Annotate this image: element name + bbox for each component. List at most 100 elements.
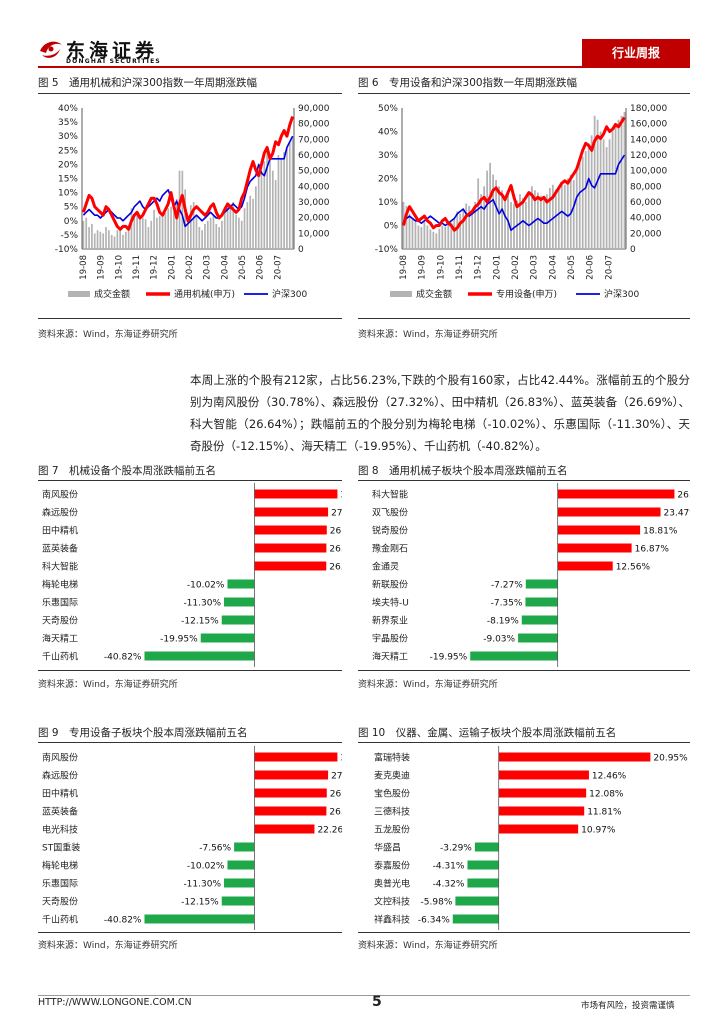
fig5-volume-bar [170, 206, 172, 249]
fig9-value-label: -40.82% [104, 916, 142, 926]
fig10-value-label: 12.08% [589, 790, 624, 800]
fig5-volume-bar [254, 186, 257, 249]
fig6-volume-bar [572, 180, 575, 249]
fig5-volume-bar [105, 227, 107, 249]
fig5-xtick: 19-09 [97, 255, 107, 280]
fig6-xtick: 20-02 [511, 255, 521, 280]
fig9-bar [254, 824, 315, 834]
fig10-value-label: -4.32% [433, 880, 465, 890]
fig10-category-label: 奥普光电 [374, 878, 410, 890]
fig5-volume-bar [82, 220, 85, 249]
fig6-volume-bar [423, 221, 426, 249]
fig5-xtick: 20-01 [167, 255, 177, 280]
fig6-xtick: 20-05 [567, 255, 577, 280]
fig7-category-label: 梅轮电梯 [42, 579, 78, 591]
fig5-ytick-right: 30,000 [298, 198, 330, 208]
fig6-volume-bar [590, 135, 593, 249]
fig5-volume-bar [147, 227, 150, 249]
fig5-volume-bar [153, 209, 155, 249]
fig8-title: 图 8 通用机械子板块个股本周涨跌幅前五名 [358, 465, 568, 477]
fig9-bottom-rule [38, 932, 342, 933]
fig5-ytick-left: 20% [58, 160, 78, 170]
fig9-category-label: 天奇股份 [42, 896, 78, 908]
fig6-chart: -10% 0% 10% 20% 30% 40% 50% 0 20,000 40,000 60,000… [375, 104, 668, 300]
fig7-value-label: 26.69% [329, 545, 342, 555]
header-divider [38, 66, 690, 68]
fig8-bar [557, 507, 661, 517]
fig5-volume-bar [141, 217, 144, 249]
fig8-category-label: 豫金刚石 [372, 543, 408, 555]
fig6-volume-bar [528, 194, 530, 249]
fig5-volume-bar [110, 234, 113, 249]
fig7-value-label: -10.02% [187, 581, 225, 591]
fig6-ytick-right: 80,000 [630, 182, 662, 192]
fig8-value-label: -8.19% [487, 617, 519, 627]
fig5-volume-bar [150, 220, 153, 249]
fig5-legend-hs300: 沪深300 [272, 288, 307, 300]
fig8-value-label: 26.64% [677, 491, 690, 501]
fig9-title-rule [38, 742, 342, 743]
fig9-bar [254, 770, 329, 780]
fig7-value-label: 27.32% [331, 509, 342, 519]
fig6-volume-bar [450, 222, 453, 249]
fig6-volume-bar [492, 174, 494, 249]
fig7-bar [144, 651, 255, 661]
footer-url[interactable]: HTTP://WWW.LONGONE.COM.CN [38, 997, 192, 1008]
fig5-volume-bar [164, 212, 167, 249]
fig7-value-label: -40.82% [104, 653, 142, 663]
fig8-value-label: -9.03% [483, 635, 515, 645]
fig7-bar [254, 525, 327, 535]
fig5-volume-bar [144, 219, 147, 249]
fig9-bar [254, 788, 327, 798]
fig8-category-label: 锐奇股份 [372, 525, 408, 537]
fig6-ytick-right: 20,000 [630, 229, 662, 239]
fig5-volume-bar [246, 202, 249, 249]
fig5-volume-bar [93, 233, 96, 249]
fig5-ytick-left: 25% [58, 146, 78, 156]
fig5-volume-bar [257, 173, 260, 249]
fig5-volume-bar [232, 202, 235, 249]
fig9-category-label: 蓝英装备 [42, 806, 78, 818]
fig6-ytick-right: 160,000 [630, 120, 667, 130]
fig9-category-label: 乐惠国际 [42, 878, 78, 890]
fig5-ytick-right: 50,000 [298, 167, 330, 177]
fig8-bar [525, 597, 558, 607]
fig9-category-label: 森远股份 [42, 770, 78, 782]
fig5-ytick-left: 40% [58, 104, 78, 114]
fig9-category-label: 梅轮电梯 [42, 860, 78, 872]
fig6-ytick-left: 30% [378, 151, 398, 161]
fig5-volume-bar [130, 208, 133, 249]
fig5-volume-bar [212, 214, 215, 249]
fig6-volume-bar [501, 190, 503, 249]
fig10-value-label: -6.34% [418, 916, 450, 926]
fig5-volume-bar [184, 189, 187, 249]
fig7-bar [224, 597, 255, 607]
fig8-value-label: 23.47% [664, 509, 690, 519]
fig5-volume-bar [167, 208, 170, 249]
fig5-ytick-right: 40,000 [298, 182, 330, 192]
fig5-volume-bar [175, 198, 178, 249]
fig10-category-label: 富瑞特装 [374, 752, 410, 764]
fig7-category-label: 森远股份 [42, 507, 78, 519]
fig5-volume-bar [215, 223, 218, 249]
fig10-category-label: 宝色股份 [374, 788, 410, 800]
fig5-legend-volume: 成交金额 [94, 288, 130, 300]
fig9-value-label: 22.26% [317, 826, 342, 836]
fig9-bar [227, 860, 255, 870]
fig6-xtick: 20-04 [548, 255, 558, 280]
fig6-volume-bar [596, 119, 599, 249]
fig9-bar [254, 806, 327, 816]
fig10-category-label: 祥鑫科技 [374, 914, 410, 926]
fig5-source: 资料来源：Wind，东海证券研究所 [38, 330, 178, 340]
fig5-ytick-left: 35% [58, 118, 78, 128]
fig5-ytick-right: 80,000 [298, 120, 330, 130]
fig5-ytick-right: 10,000 [298, 229, 330, 239]
fig5-volume-bar [96, 230, 99, 249]
fig5-ytick-right: 0 [298, 245, 304, 255]
fig6-xtick: 20-06 [586, 255, 596, 280]
fig6-ytick-right: 120,000 [630, 151, 667, 161]
fig7-bar [227, 579, 255, 589]
fig10-category-label: 三德科技 [374, 806, 410, 818]
fig6-ytick-right: 180,000 [630, 104, 667, 114]
fig5-volume-bar [229, 208, 232, 249]
